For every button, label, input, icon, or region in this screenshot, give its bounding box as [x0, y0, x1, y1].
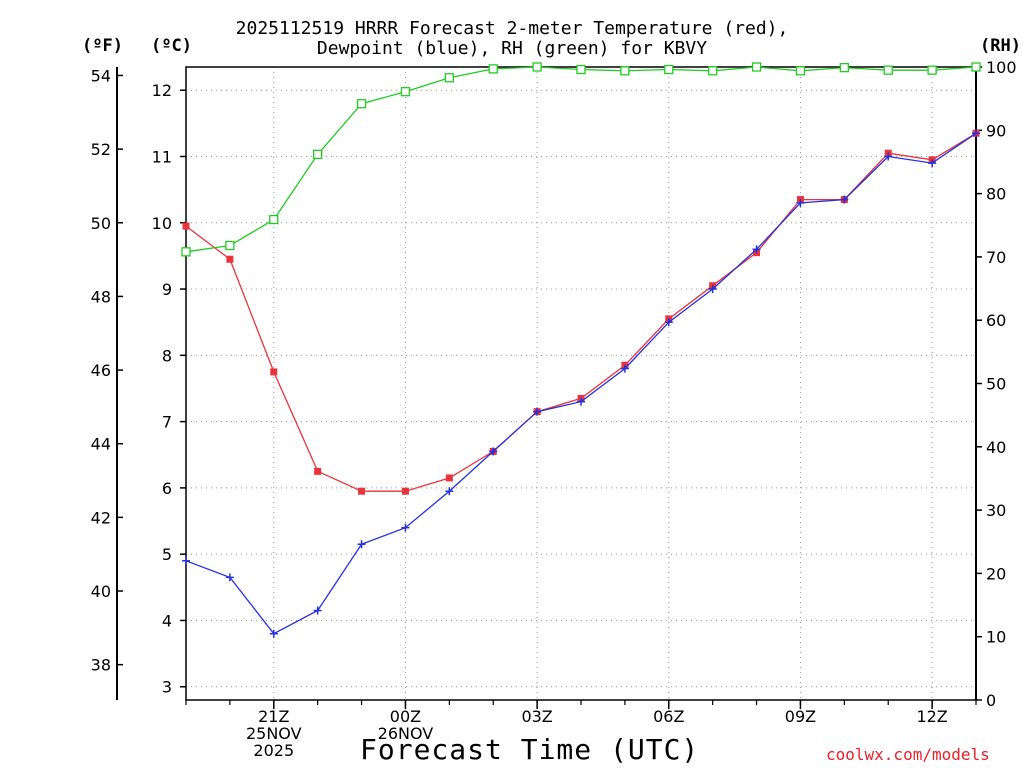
celsius-axis-unit: (ºC) — [151, 36, 192, 56]
data-point-rh — [488, 64, 498, 74]
data-point-dewpoint — [972, 129, 980, 138]
rh-tick-label: 30 — [986, 501, 1006, 520]
watermark: coolwx.com/models — [826, 745, 990, 764]
data-point-rh — [356, 99, 367, 109]
data-point-dewpoint — [489, 447, 498, 456]
data-point-dewpoint — [533, 407, 542, 416]
fahrenheit-tick-label: 38 — [91, 656, 111, 675]
x-tick-label: 03Z — [521, 707, 552, 726]
data-point-dewpoint — [796, 198, 805, 207]
rh-tick-label: 50 — [986, 375, 1006, 394]
celsius-tick-label: 6 — [162, 479, 172, 498]
data-point-dewpoint — [884, 152, 893, 161]
data-point-temperature — [358, 487, 366, 495]
x-tick-label: 09Z — [785, 707, 816, 726]
x-tick-label: 25NOV — [246, 724, 302, 743]
fahrenheit-tick-label: 46 — [91, 361, 111, 380]
celsius-tick-label: 5 — [162, 545, 172, 564]
data-point-dewpoint — [357, 540, 366, 549]
rh-tick-label: 60 — [986, 311, 1006, 330]
rh-tick-label: 40 — [986, 438, 1006, 457]
rh-tick-label: 0 — [986, 691, 996, 710]
celsius-tick-label: 7 — [162, 413, 172, 432]
plot-frame — [185, 66, 977, 701]
rh-axis-unit: (RH) — [980, 36, 1021, 56]
data-point-dewpoint — [664, 318, 673, 327]
data-point-rh — [971, 62, 981, 72]
data-point-rh — [532, 62, 542, 72]
chart-title-line1: 2025112519 HRRR Forecast 2-meter Tempera… — [235, 18, 789, 39]
data-point-dewpoint — [401, 523, 410, 532]
data-point-dewpoint — [577, 397, 585, 406]
data-point-dewpoint — [928, 159, 937, 168]
data-point-rh — [400, 87, 411, 97]
data-point-dewpoint — [752, 245, 761, 254]
data-point-dewpoint — [445, 487, 454, 496]
x-tick-label: 12Z — [916, 707, 947, 726]
fahrenheit-tick-label: 40 — [91, 582, 111, 601]
data-point-dewpoint — [182, 556, 190, 565]
fahrenheit-tick-label: 52 — [91, 140, 111, 159]
data-point-rh — [664, 64, 674, 75]
fahrenheit-tick-label: 54 — [91, 66, 111, 85]
data-point-temperature — [445, 474, 453, 482]
x-tick-label: 26NOV — [378, 724, 434, 743]
series-line-green — [185, 66, 977, 253]
data-point-dewpoint — [225, 573, 234, 582]
fahrenheit-tick-label: 44 — [91, 435, 111, 454]
data-point-rh — [576, 64, 586, 75]
data-point-rh — [751, 62, 762, 72]
data-point-temperature — [401, 487, 409, 495]
data-point-rh — [269, 214, 279, 225]
x-tick-label: 21Z — [258, 707, 289, 726]
data-point-dewpoint — [620, 364, 629, 373]
x-axis-title: Forecast Time (UTC) — [360, 733, 700, 766]
rh-tick-label: 70 — [986, 248, 1006, 267]
data-point-dewpoint — [269, 629, 278, 638]
x-tick-label: 2025 — [253, 741, 294, 760]
series-line-blue — [185, 132, 977, 635]
data-point-rh — [181, 247, 191, 257]
data-point-temperature — [226, 255, 234, 263]
celsius-tick-label: 10 — [152, 214, 172, 233]
data-point-rh — [795, 66, 806, 76]
celsius-tick-label: 8 — [162, 346, 172, 365]
x-tick-label: 00Z — [390, 707, 421, 726]
data-point-rh — [313, 149, 323, 160]
data-point-rh — [225, 240, 235, 251]
fahrenheit-tick-label: 42 — [91, 508, 111, 527]
x-tick-label: 06Z — [653, 707, 684, 726]
rh-tick-label: 100 — [986, 58, 1017, 77]
rh-tick-label: 90 — [986, 121, 1006, 140]
celsius-tick-label: 11 — [152, 147, 172, 166]
data-point-temperature — [270, 368, 278, 376]
fahrenheit-axis-unit: (ºF) — [82, 36, 123, 56]
fahrenheit-tick-label: 48 — [91, 287, 111, 306]
data-point-dewpoint — [840, 195, 849, 204]
data-point-dewpoint — [313, 606, 322, 615]
fahrenheit-tick-label: 50 — [91, 214, 111, 233]
rh-tick-label: 10 — [986, 628, 1006, 647]
celsius-tick-label: 4 — [162, 611, 172, 630]
celsius-tick-label: 12 — [152, 81, 172, 100]
data-point-temperature — [314, 467, 322, 475]
rh-tick-label: 20 — [986, 564, 1006, 583]
celsius-tick-label: 3 — [162, 678, 172, 697]
celsius-tick-label: 9 — [162, 280, 172, 299]
data-point-dewpoint — [708, 285, 717, 294]
data-point-rh — [708, 66, 718, 76]
data-point-temperature — [182, 222, 190, 230]
data-point-rh — [883, 65, 893, 75]
data-point-rh — [927, 65, 937, 75]
data-point-rh — [620, 66, 630, 76]
rh-tick-label: 80 — [986, 185, 1006, 204]
chart-title-line2: Dewpoint (blue), RH (green) for KBVY — [316, 38, 708, 59]
data-point-rh — [444, 73, 454, 83]
data-point-rh — [839, 62, 849, 73]
